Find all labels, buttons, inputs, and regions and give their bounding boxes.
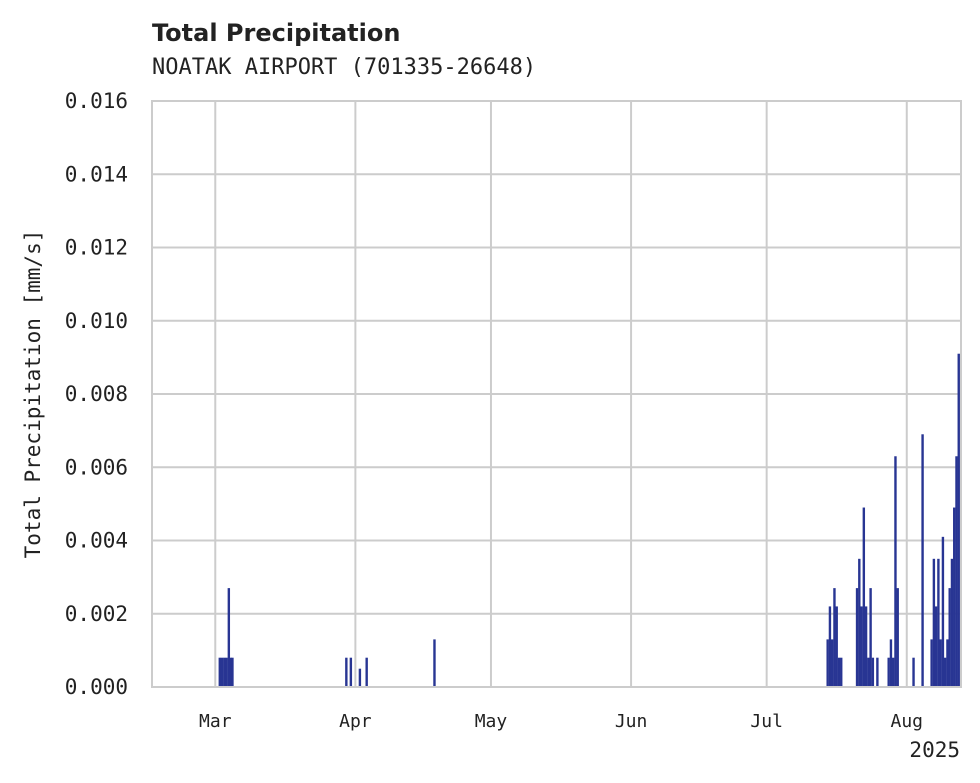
precip-bar bbox=[887, 658, 889, 687]
y-tick-label: 0.010 bbox=[65, 309, 128, 333]
precip-bar bbox=[872, 658, 874, 687]
precip-bar bbox=[836, 606, 838, 687]
x-tick-label: Jun bbox=[615, 711, 648, 732]
precip-bar bbox=[221, 658, 223, 687]
precipitation-bars bbox=[219, 354, 960, 687]
precip-bar bbox=[345, 658, 347, 687]
grid-lines bbox=[152, 101, 961, 687]
precip-bar bbox=[921, 434, 923, 687]
precip-bar bbox=[951, 559, 953, 687]
x-tick-label: Mar bbox=[199, 711, 232, 732]
precip-bar bbox=[867, 658, 869, 687]
precip-bar bbox=[433, 639, 435, 687]
precip-bar bbox=[833, 588, 835, 687]
y-tick-label: 0.006 bbox=[65, 455, 128, 479]
precip-bar bbox=[876, 658, 878, 687]
precip-bar bbox=[865, 606, 867, 687]
precip-bar bbox=[858, 559, 860, 687]
year-label: 2025 bbox=[909, 738, 960, 762]
x-tick-label: Jul bbox=[750, 711, 783, 732]
chart-subtitle: NOATAK AIRPORT (701335-26648) bbox=[152, 55, 536, 80]
y-tick-label: 0.014 bbox=[65, 162, 128, 186]
precip-bar bbox=[219, 658, 221, 687]
precip-bar bbox=[935, 606, 937, 687]
y-tick-label: 0.002 bbox=[65, 602, 128, 626]
precip-bar bbox=[930, 639, 932, 687]
precip-bar bbox=[949, 588, 951, 687]
precip-bar bbox=[856, 588, 858, 687]
precip-bar bbox=[826, 639, 828, 687]
precip-bar bbox=[939, 639, 941, 687]
x-tick-label: May bbox=[475, 711, 508, 732]
precipitation-chart: Total Precipitation NOATAK AIRPORT (7013… bbox=[0, 0, 980, 783]
precip-bar bbox=[944, 658, 946, 687]
precip-bar bbox=[955, 456, 957, 687]
precip-bar bbox=[350, 658, 352, 687]
precip-bar bbox=[829, 606, 831, 687]
y-tick-label: 0.012 bbox=[65, 236, 128, 260]
precip-bar bbox=[912, 658, 914, 687]
precip-bar bbox=[860, 606, 862, 687]
precip-bar bbox=[942, 537, 944, 687]
precip-bar bbox=[840, 658, 842, 687]
y-tick-labels: 0.000 0.002 0.004 0.006 0.008 0.010 0.012 0.014… bbox=[65, 89, 128, 699]
precip-bar bbox=[890, 639, 892, 687]
x-tick-labels: Mar Apr May Jun Jul Aug bbox=[199, 711, 923, 732]
chart-title: Total Precipitation bbox=[152, 19, 400, 47]
y-tick-label: 0.008 bbox=[65, 382, 128, 406]
precip-bar bbox=[231, 658, 233, 687]
precip-bar bbox=[838, 658, 840, 687]
precip-bar bbox=[933, 559, 935, 687]
precip-bar bbox=[365, 658, 367, 687]
precip-bar bbox=[223, 658, 225, 687]
precip-bar bbox=[863, 508, 865, 687]
y-tick-label: 0.016 bbox=[65, 89, 128, 113]
x-tick-label: Aug bbox=[891, 711, 924, 732]
precip-bar bbox=[892, 658, 894, 687]
precip-bar bbox=[894, 456, 896, 687]
precip-bar bbox=[869, 588, 871, 687]
precip-bar bbox=[831, 639, 833, 687]
y-tick-label: 0.000 bbox=[65, 675, 128, 699]
precip-bar bbox=[225, 658, 227, 687]
precip-bar bbox=[953, 508, 955, 687]
precip-bar bbox=[937, 559, 939, 687]
precip-bar bbox=[897, 588, 899, 687]
y-axis-label: Total Precipitation [mm/s] bbox=[21, 230, 45, 559]
y-tick-label: 0.004 bbox=[65, 529, 128, 553]
precip-bar bbox=[946, 639, 948, 687]
x-tick-label: Apr bbox=[339, 711, 372, 732]
precip-bar bbox=[359, 669, 361, 687]
precip-bar bbox=[958, 354, 960, 687]
